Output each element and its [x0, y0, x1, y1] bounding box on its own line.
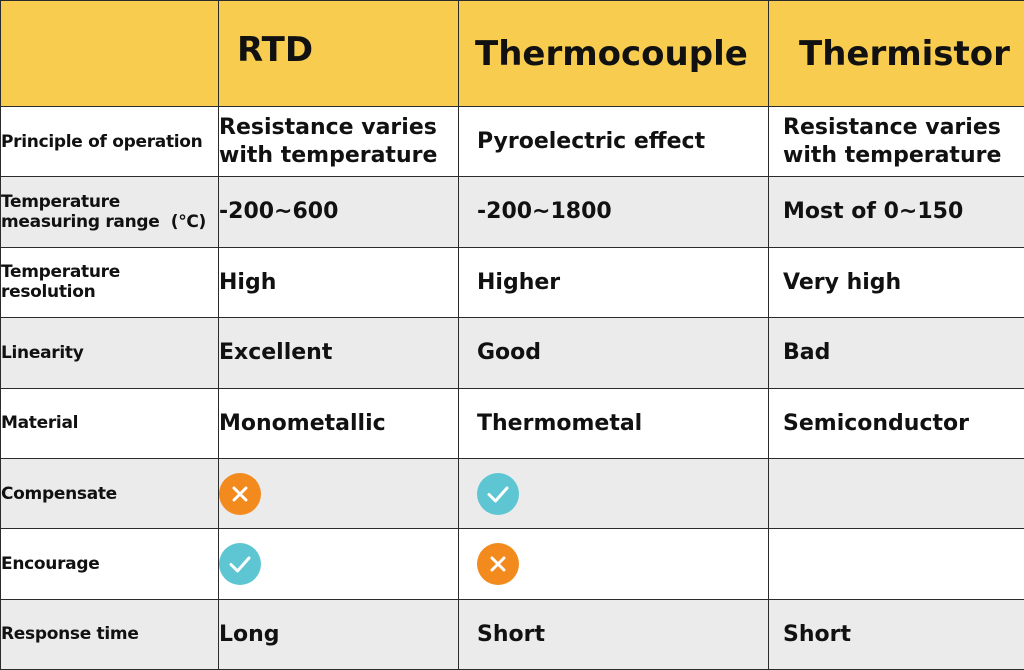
- cell-thermocouple: Good: [459, 318, 769, 388]
- header-thermocouple: Thermocouple: [459, 1, 769, 107]
- row-linearity: Linearity Excellent Good Bad: [1, 318, 1024, 388]
- cell-rtd: Monometallic: [219, 388, 459, 458]
- cell-thermistor: Bad: [769, 318, 1024, 388]
- cell-thermocouple: [459, 529, 769, 599]
- cell-thermocouple: Higher: [459, 247, 769, 317]
- cell-rtd: Resistance varies with temperature: [219, 107, 459, 177]
- cross-icon: [219, 473, 261, 515]
- cell-thermistor: [769, 529, 1024, 599]
- cell-rtd: Excellent: [219, 318, 459, 388]
- cell-rtd: Long: [219, 599, 459, 669]
- row-label: Response time: [1, 599, 219, 669]
- row-label: Material: [1, 388, 219, 458]
- cell-thermistor: Resistance varies with temperature: [769, 107, 1024, 177]
- row-label: Encourage: [1, 529, 219, 599]
- cell-thermocouple: -200~1800: [459, 177, 769, 247]
- cell-thermistor: Short: [769, 599, 1024, 669]
- row-material: Material Monometallic Thermometal Semico…: [1, 388, 1024, 458]
- header-corner-cell: [1, 1, 219, 107]
- row-compensate: Compensate: [1, 458, 1024, 528]
- header-row: RTD Thermocouple Thermistor: [1, 1, 1024, 107]
- row-label: Temperature measuring range (℃): [1, 177, 219, 247]
- cell-thermocouple: Thermometal: [459, 388, 769, 458]
- cell-thermistor: Semiconductor: [769, 388, 1024, 458]
- row-response-time: Response time Long Short Short: [1, 599, 1024, 669]
- check-icon: [219, 543, 261, 585]
- cell-rtd: -200~600: [219, 177, 459, 247]
- cell-rtd: High: [219, 247, 459, 317]
- header-thermistor: Thermistor: [769, 1, 1024, 107]
- row-encourage: Encourage: [1, 529, 1024, 599]
- check-icon: [477, 473, 519, 515]
- header-rtd: RTD: [219, 1, 459, 107]
- row-label: Principle of operation: [1, 107, 219, 177]
- cell-rtd: [219, 458, 459, 528]
- cell-thermocouple: Pyroelectric effect: [459, 107, 769, 177]
- cell-thermocouple: Short: [459, 599, 769, 669]
- cross-icon: [477, 543, 519, 585]
- cell-thermistor: Very high: [769, 247, 1024, 317]
- row-label: Compensate: [1, 458, 219, 528]
- cell-rtd: [219, 529, 459, 599]
- row-label: Linearity: [1, 318, 219, 388]
- cell-thermistor: [769, 458, 1024, 528]
- cell-thermocouple: [459, 458, 769, 528]
- row-resolution: Temperature resolution High Higher Very …: [1, 247, 1024, 317]
- row-measuring-range: Temperature measuring range (℃) -200~600…: [1, 177, 1024, 247]
- row-label: Temperature resolution: [1, 247, 219, 317]
- cell-thermistor: Most of 0~150: [769, 177, 1024, 247]
- row-principle: Principle of operation Resistance varies…: [1, 107, 1024, 177]
